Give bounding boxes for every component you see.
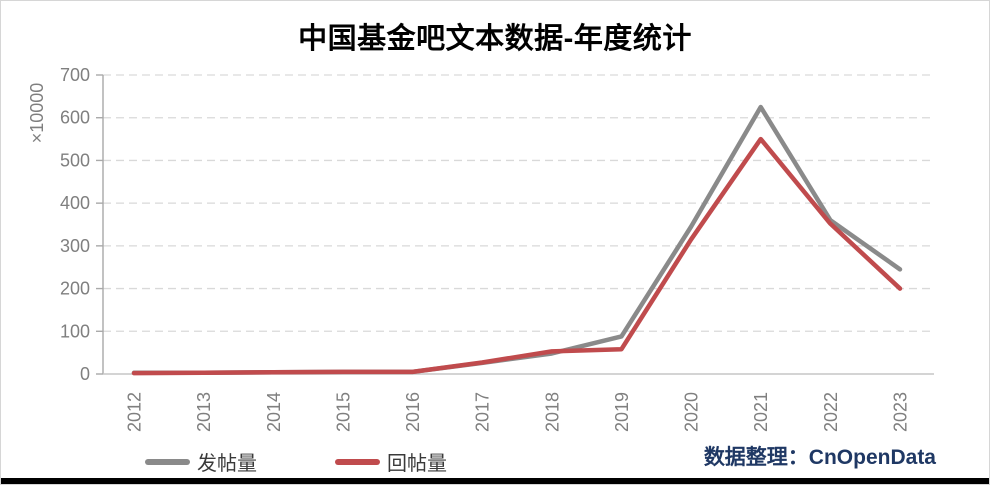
series-line-0 [131,104,903,375]
y-tick-label: 200 [60,279,90,299]
replies-series-label: 回帖量 [387,453,447,475]
x-tick-label: 2017 [473,392,493,432]
posts-series-label: 发帖量 [197,453,257,475]
y-tick-label: 600 [60,108,90,128]
bottom-border-bar [1,478,989,484]
y-tick-label: 400 [60,193,90,213]
x-tick-label: 2014 [264,392,284,432]
y-tick-label: 100 [60,321,90,341]
legend-item-posts: 发帖量 [145,447,257,476]
legend: 发帖量 回帖量 [145,447,447,476]
y-tick-label: 700 [60,65,90,85]
x-tick-label: 2016 [403,392,423,432]
x-tick-label: 2019 [612,392,632,432]
x-tick-label: 2018 [542,392,562,432]
legend-item-replies: 回帖量 [335,447,447,476]
data-source-credit: 数据整理：CnOpenData [703,446,936,469]
posts-series-swatch [145,458,190,465]
replies-series-swatch [335,458,380,465]
x-tick-label: 2022 [821,392,841,432]
x-tick-label: 2012 [125,392,145,432]
chart-title: 中国基金吧文本数据-年度统计 [298,23,692,55]
y-tick-label: 0 [80,364,90,384]
y-tick-label: 300 [60,236,90,256]
y-axis-unit-label: ×10000 [27,83,47,144]
series-line-1 [131,136,903,376]
x-tick-label: 2015 [333,392,353,432]
x-tick-label: 2023 [891,392,911,432]
x-tick-label: 2013 [194,392,214,432]
y-tick-label: 500 [60,150,90,170]
x-tick-label: 2020 [682,392,702,432]
x-tick-label: 2021 [751,392,771,432]
